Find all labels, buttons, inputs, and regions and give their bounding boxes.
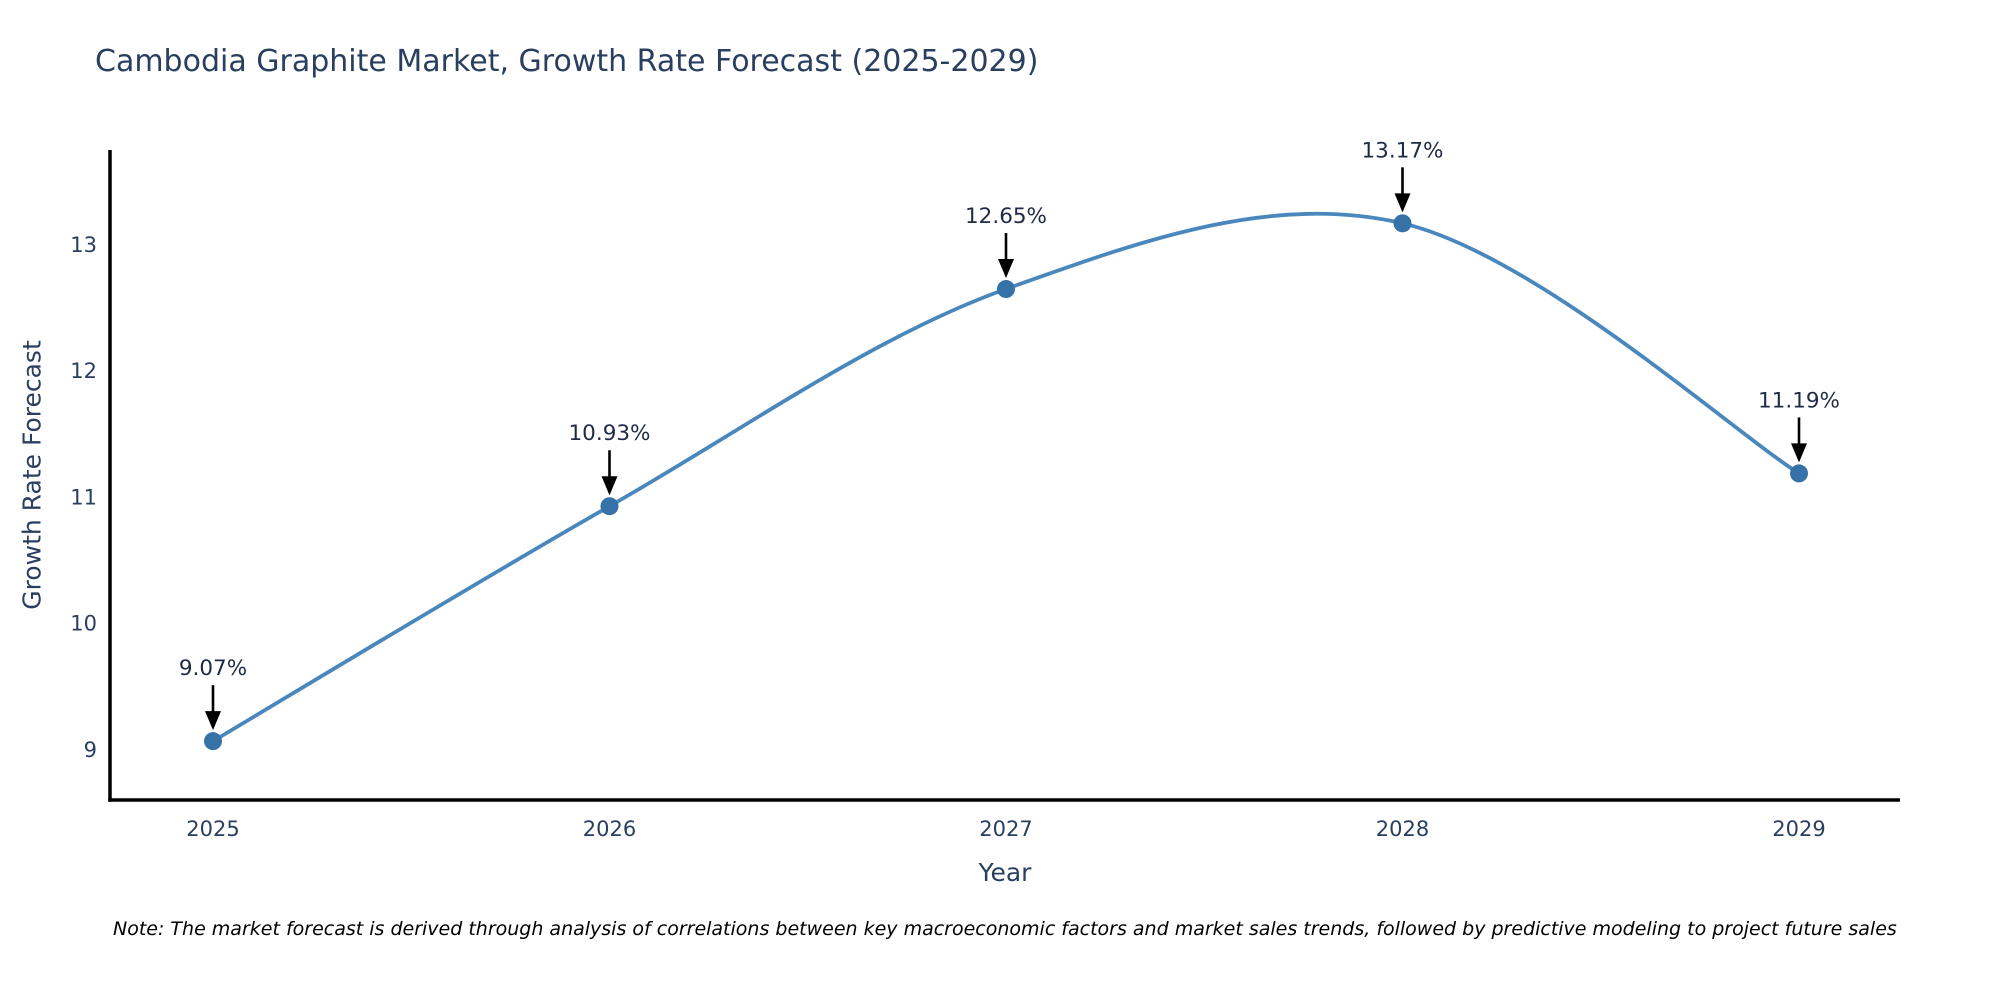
x-tick-label: 2026: [583, 817, 636, 841]
annotation-label: 11.19%: [1758, 388, 1840, 413]
y-tick-label: 9: [84, 738, 97, 762]
annotation-label: 10.93%: [569, 421, 651, 446]
x-tick-label: 2029: [1772, 817, 1825, 841]
footnote: Note: The market forecast is derived thr…: [113, 918, 1897, 940]
data-point-marker: [1790, 464, 1808, 483]
y-tick-label: 13: [70, 233, 97, 257]
x-tick-label: 2025: [186, 817, 239, 841]
y-axis-title: Growth Rate Forecast: [17, 340, 47, 610]
annotation-arrowhead: [998, 259, 1014, 279]
annotation-arrowhead: [205, 711, 221, 731]
x-axis-title: Year: [978, 858, 1032, 887]
data-point-marker: [204, 732, 222, 751]
y-tick-label: 12: [70, 359, 97, 383]
page-title: Cambodia Graphite Market, Growth Rate Fo…: [95, 44, 1039, 79]
annotation-label: 9.07%: [179, 656, 247, 681]
x-tick-label: 2027: [979, 817, 1032, 841]
annotation-arrowhead: [1791, 443, 1807, 463]
annotation-arrowhead: [601, 476, 618, 496]
y-tick-label: 11: [70, 485, 97, 509]
data-point-marker: [1393, 214, 1412, 233]
annotation-label: 12.65%: [965, 204, 1047, 229]
data-point-marker: [600, 497, 619, 516]
annotation-label: 13.17%: [1362, 138, 1444, 163]
y-tick-label: 10: [70, 612, 97, 636]
annotation-arrowhead: [1394, 193, 1411, 213]
x-tick-label: 2028: [1376, 817, 1429, 841]
data-point-marker: [997, 280, 1015, 299]
